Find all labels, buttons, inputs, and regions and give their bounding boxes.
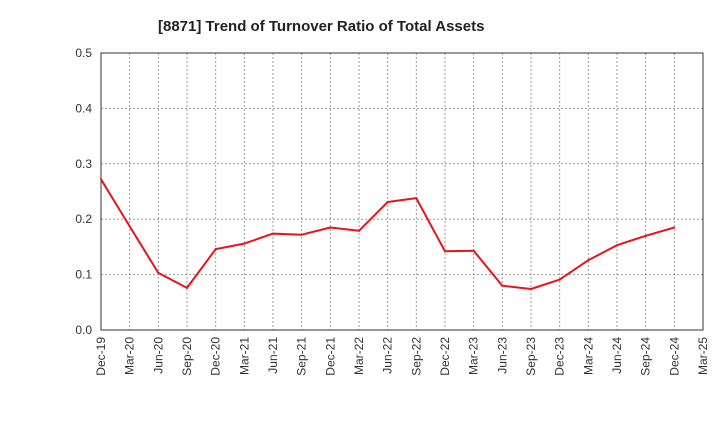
x-tick-label: Sep-20: [180, 337, 194, 376]
x-tick-label: Jun-20: [151, 337, 165, 374]
plot-area-frame: [100, 52, 704, 331]
data-point: [616, 244, 618, 247]
x-tick-label: Sep-22: [409, 337, 423, 376]
x-tick-label: Dec-22: [438, 337, 452, 376]
chart-title: [8871] Trend of Turnover Ratio of Total …: [158, 18, 484, 35]
data-point: [128, 225, 131, 228]
data-point: [100, 178, 102, 181]
data-point: [587, 259, 590, 262]
data-point: [272, 232, 274, 235]
data-point: [558, 278, 561, 281]
data-point: [673, 226, 676, 229]
data-point: [214, 248, 217, 251]
x-tick-label: Mar-21: [237, 337, 251, 375]
x-tick-label: Jun-21: [266, 337, 280, 374]
y-tick-label: 0.0: [75, 323, 92, 337]
x-tick-label: Jun-23: [495, 337, 509, 374]
x-tick-label: Sep-21: [295, 337, 309, 376]
x-tick-label: Jun-24: [610, 337, 624, 374]
x-tick-label: Mar-23: [467, 337, 481, 375]
data-point: [644, 234, 647, 237]
data-point: [157, 271, 160, 274]
data-point: [386, 201, 389, 204]
x-tick-label: Mar-24: [581, 337, 595, 375]
x-tick-label: Dec-20: [209, 337, 223, 376]
x-tick-label: Dec-19: [94, 337, 108, 376]
axis-layer: [100, 52, 704, 331]
grid-layer: [101, 53, 703, 330]
data-point: [501, 284, 504, 287]
x-tick-label: Sep-24: [639, 337, 653, 376]
x-tick-label: Dec-21: [323, 337, 337, 376]
y-tick-label: 0.4: [75, 101, 92, 115]
x-tick-label: Mar-22: [352, 337, 366, 375]
x-tick-label: Mar-20: [123, 337, 137, 375]
x-tick-label: Dec-23: [553, 337, 567, 376]
y-tick-label: 0.5: [75, 46, 92, 60]
data-point: [186, 286, 188, 289]
series-layer: [100, 178, 676, 291]
data-point: [530, 288, 532, 291]
y-tick-label: 0.3: [75, 157, 92, 171]
tick-label-layer: 0.0 0.1 0.2 0.3 0.4 0.5 Dec-19 Mar-20 Jun-20 Sep-…: [75, 46, 710, 376]
x-tick-label: Dec-24: [667, 337, 681, 376]
data-point: [329, 226, 332, 229]
x-tick-label: Mar-25: [696, 337, 710, 375]
data-point: [444, 250, 446, 253]
data-point: [243, 242, 246, 245]
x-tick-label: Sep-23: [524, 337, 538, 376]
data-point: [472, 249, 475, 252]
x-tick-label: Jun-22: [381, 337, 395, 374]
data-point: [358, 229, 360, 232]
data-point: [415, 197, 418, 200]
y-tick-label: 0.1: [75, 268, 92, 282]
y-tick-label: 0.2: [75, 212, 92, 226]
data-point: [300, 233, 303, 236]
